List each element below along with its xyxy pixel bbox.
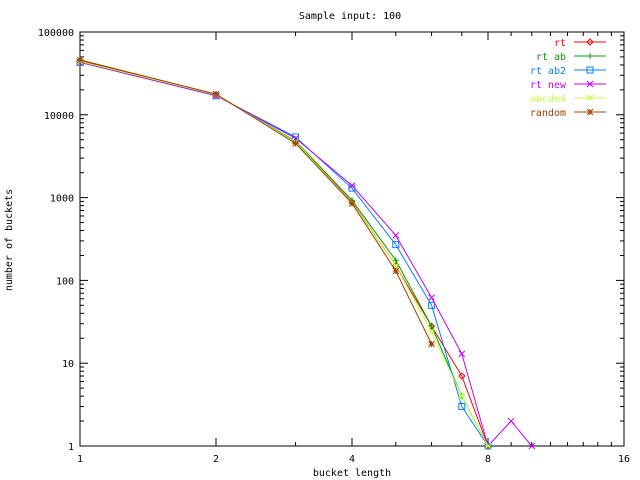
- data-point: [292, 133, 300, 141]
- legend-label: rt ab: [536, 52, 566, 63]
- series-rt: [76, 57, 492, 450]
- legend-label: rt new: [530, 80, 567, 91]
- series-random: [76, 56, 435, 348]
- series-line: [79, 59, 433, 345]
- x-tick-label: 1: [77, 454, 83, 465]
- y-tick-label: 100: [56, 276, 74, 287]
- legend-label: rt: [554, 38, 566, 49]
- data-point: [428, 294, 435, 301]
- legend-entry: rt: [554, 38, 606, 49]
- y-tick-label: 10: [62, 359, 74, 370]
- data-point: [428, 323, 435, 330]
- series-line: [79, 61, 533, 447]
- legend-entry: abcde4: [530, 94, 606, 105]
- y-tick-label: 10000: [44, 111, 74, 122]
- data-point: [348, 182, 356, 189]
- legend-marker: [586, 66, 594, 74]
- data-point: [458, 392, 466, 400]
- series-rt-new: [76, 58, 536, 450]
- data-point: [392, 241, 400, 249]
- data-point: [348, 200, 356, 207]
- legend-marker: [586, 94, 594, 102]
- data-point: [428, 340, 435, 348]
- data-point: [292, 140, 299, 147]
- data-point: [392, 257, 399, 264]
- series-line: [79, 61, 489, 447]
- data-point: [428, 328, 435, 336]
- legend: rt rt ab rt ab2 rt new abcde4 random: [530, 38, 606, 119]
- legend-entry: rt ab2: [530, 66, 606, 77]
- legend-marker: [586, 108, 594, 116]
- data-point: [458, 350, 466, 358]
- y-tick-label: 1: [68, 442, 74, 453]
- data-point: [458, 372, 466, 380]
- series-rt-ab: [77, 58, 491, 449]
- data-point: [484, 442, 492, 450]
- series-line: [79, 61, 489, 447]
- chart-title: Sample input: 100: [299, 11, 401, 22]
- legend-label: abcde4: [530, 94, 566, 105]
- legend-marker: [586, 38, 594, 46]
- data-point: [392, 267, 400, 275]
- x-axis-label: bucket length: [313, 468, 391, 479]
- x-tick-label: 8: [485, 454, 491, 465]
- x-tick-label: 2: [213, 454, 219, 465]
- series-rt-ab2: [76, 58, 492, 450]
- data-point: [528, 442, 536, 450]
- data-point: [212, 90, 220, 98]
- legend-marker: [586, 80, 594, 88]
- y-axis-label: number of buckets: [4, 189, 15, 291]
- legend-marker: [587, 53, 593, 59]
- data-series: [76, 56, 536, 450]
- y-tick-label: 1000: [50, 194, 74, 205]
- data-point: [392, 231, 400, 239]
- x-tick-label: 4: [349, 454, 355, 465]
- series-line: [79, 61, 489, 447]
- series-abcde4: [76, 58, 492, 450]
- series-line: [79, 60, 489, 447]
- axis-ticks: 1 10 100 1000 10000 100000 1 2 4 8 16: [38, 28, 630, 465]
- y-tick-label: 100000: [38, 28, 74, 39]
- legend-entry: random: [530, 108, 606, 119]
- legend-entry: rt new: [530, 80, 606, 91]
- legend-label: rt ab2: [530, 66, 566, 77]
- legend-entry: rt ab: [536, 52, 606, 63]
- x-tick-label: 16: [618, 454, 630, 465]
- legend-label: random: [530, 108, 566, 119]
- data-point: [428, 301, 436, 309]
- data-point: [458, 402, 466, 410]
- data-point: [76, 56, 84, 64]
- data-point: [507, 417, 515, 425]
